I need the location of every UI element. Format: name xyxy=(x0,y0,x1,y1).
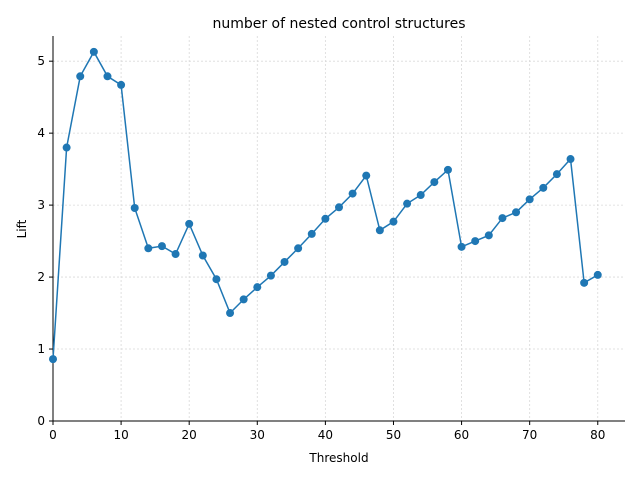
data-point xyxy=(348,189,357,198)
data-point xyxy=(253,283,262,292)
data-point xyxy=(443,165,452,174)
data-point xyxy=(375,226,384,235)
data-point xyxy=(89,47,98,56)
y-tick-label: 3 xyxy=(37,198,45,212)
ticks: 0 10 20 30 40 50 60 70 80 0 1 2 3 4 5 xyxy=(37,54,605,442)
data-point xyxy=(226,309,235,318)
data-point xyxy=(185,219,194,228)
x-tick-label: 60 xyxy=(454,428,469,442)
x-tick-label: 20 xyxy=(182,428,197,442)
data-point xyxy=(294,244,303,253)
grid xyxy=(52,36,625,422)
data-point xyxy=(539,183,548,192)
data-point xyxy=(416,191,425,200)
data-point xyxy=(49,355,57,364)
data-point xyxy=(144,244,153,253)
data-point xyxy=(430,178,439,187)
data-point xyxy=(525,195,534,204)
x-tick-label: 70 xyxy=(522,428,537,442)
data-point xyxy=(389,217,398,226)
chart-title: number of nested control structures xyxy=(212,16,465,32)
axes xyxy=(52,36,625,422)
data-point xyxy=(457,242,466,251)
data-point xyxy=(335,203,343,212)
data-point xyxy=(552,170,561,179)
data-point xyxy=(403,199,412,208)
data-point xyxy=(580,278,589,287)
data-point xyxy=(512,208,521,217)
data-point xyxy=(239,295,248,304)
data-point xyxy=(62,143,71,152)
data-point xyxy=(321,214,330,223)
x-tick-label: 80 xyxy=(590,428,605,442)
data-point xyxy=(280,257,289,266)
y-axis-label: Lift xyxy=(15,219,29,238)
x-axis-label: Threshold xyxy=(308,451,368,465)
data-point xyxy=(171,250,180,259)
series xyxy=(49,47,602,364)
y-tick-label: 2 xyxy=(37,270,45,284)
data-point xyxy=(307,229,316,238)
data-point xyxy=(103,72,112,81)
data-point xyxy=(498,214,507,223)
y-tick-label: 4 xyxy=(37,126,45,140)
x-tick-label: 50 xyxy=(386,428,401,442)
data-point xyxy=(130,203,139,212)
data-point xyxy=(212,275,221,284)
data-point xyxy=(117,80,126,89)
data-point xyxy=(198,251,207,260)
x-tick-label: 10 xyxy=(113,428,128,442)
data-point xyxy=(593,270,602,279)
x-tick-label: 0 xyxy=(49,428,57,442)
x-tick-label: 30 xyxy=(250,428,265,442)
y-tick-label: 0 xyxy=(37,414,45,428)
y-tick-label: 5 xyxy=(37,54,45,68)
y-tick-label: 1 xyxy=(37,342,45,356)
data-point xyxy=(76,72,85,81)
data-point xyxy=(266,271,275,280)
data-point xyxy=(484,231,493,240)
x-tick-label: 40 xyxy=(318,428,333,442)
data-point xyxy=(471,237,480,246)
data-point xyxy=(362,171,371,180)
data-point xyxy=(566,155,575,164)
data-point xyxy=(157,242,166,251)
